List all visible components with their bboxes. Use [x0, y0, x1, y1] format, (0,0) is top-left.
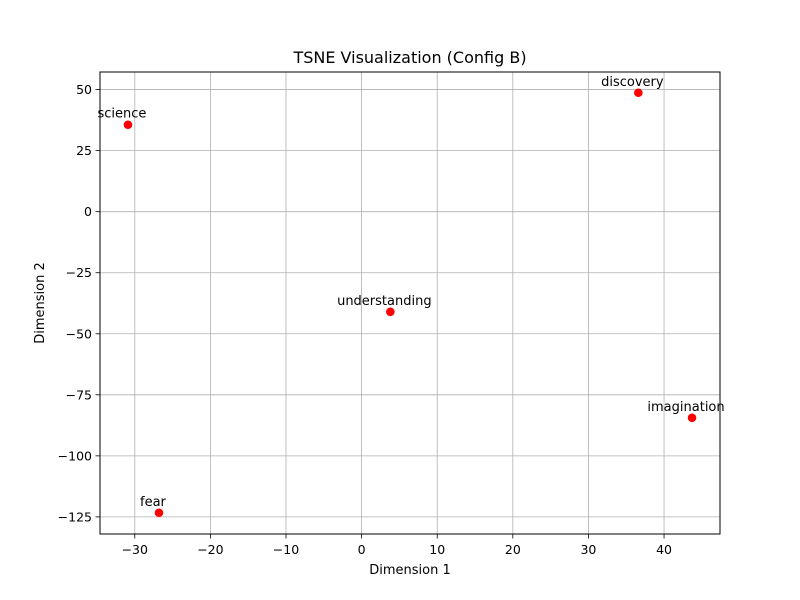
- x-tick-label: 30: [580, 542, 596, 557]
- x-axis-label: Dimension 1: [369, 563, 451, 578]
- grid-lines: [100, 72, 720, 534]
- y-axis-ticks: 50 25 0 −25 −50 −75 −100 −125: [58, 82, 100, 524]
- x-tick-label: 40: [656, 542, 672, 557]
- point-label-fear: fear: [140, 495, 167, 510]
- y-axis-label: Dimension 2: [33, 262, 48, 344]
- data-point-science: [123, 120, 133, 130]
- y-tick-label: −50: [66, 326, 92, 341]
- point-label-understanding: understanding: [337, 294, 432, 309]
- x-tick-label: 0: [358, 542, 366, 557]
- x-tick-label: 20: [505, 542, 521, 557]
- data-point-discovery: [634, 88, 643, 98]
- y-tick-label: −125: [58, 509, 92, 524]
- data-points: [123, 88, 697, 518]
- y-tick-label: −25: [66, 265, 92, 280]
- x-tick-label: −30: [122, 542, 148, 557]
- x-tick-label: −10: [273, 542, 299, 557]
- point-label-discovery: discovery: [601, 75, 664, 90]
- x-tick-label: −20: [197, 542, 223, 557]
- point-label-imagination: imagination: [647, 400, 724, 415]
- data-point-imagination: [687, 413, 697, 423]
- x-axis-ticks: −30 −20 −10 0 10 20 30 40: [122, 534, 672, 557]
- point-labels: science discovery understanding imagination…: [98, 75, 725, 510]
- chart-title: TSNE Visualization (Config B): [292, 48, 526, 67]
- plot-frame: [99, 71, 721, 535]
- y-tick-label: 0: [84, 204, 92, 219]
- x-tick-label: 10: [429, 542, 445, 557]
- y-tick-label: 50: [76, 82, 92, 97]
- y-tick-label: 25: [76, 143, 92, 158]
- point-label-science: science: [98, 107, 147, 122]
- data-point-fear: [154, 508, 164, 518]
- y-tick-label: −75: [66, 387, 92, 402]
- data-point-understanding: [386, 307, 395, 317]
- y-tick-label: −100: [58, 448, 92, 463]
